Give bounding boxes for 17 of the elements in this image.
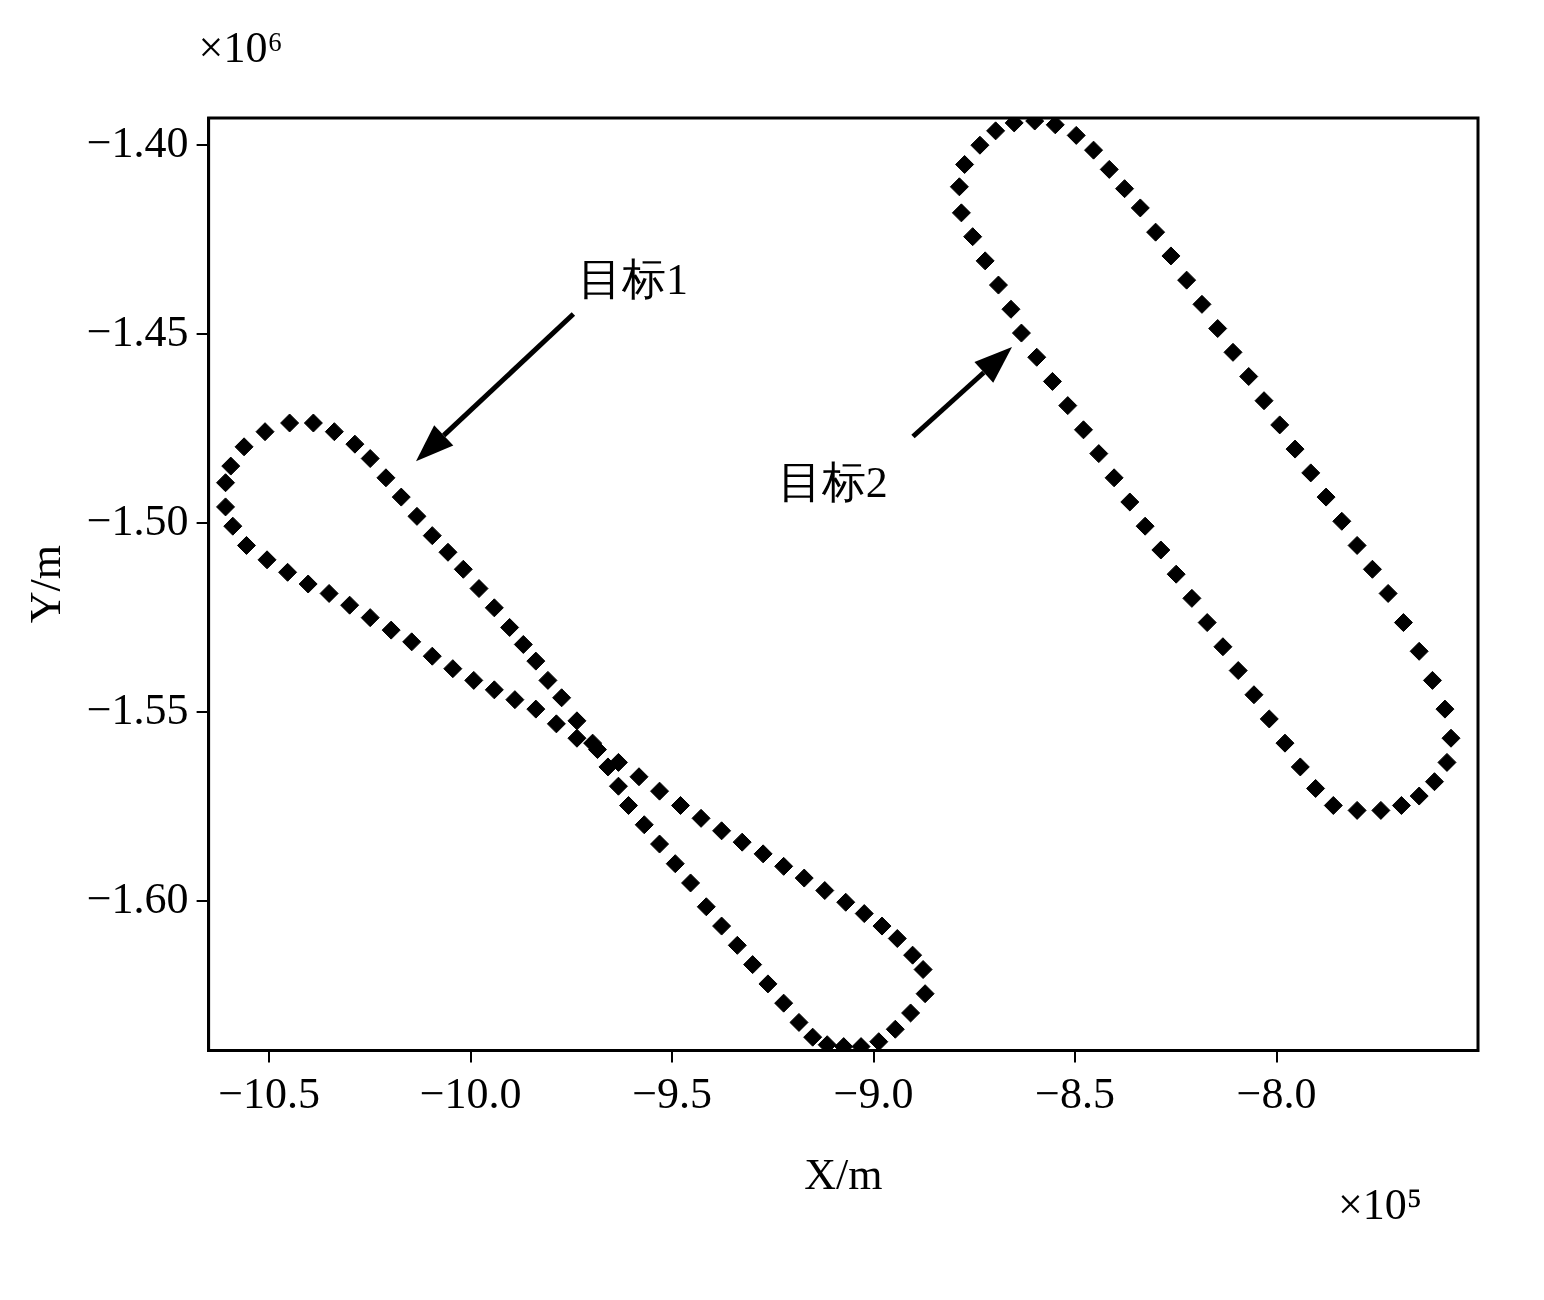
x-tick-label: −9.5	[632, 1069, 712, 1119]
annotation: 目标1	[578, 255, 688, 306]
x-tick-label: −8.0	[1236, 1069, 1317, 1119]
y-tick-label: −1.55	[86, 684, 189, 734]
x-tick-label: −9.0	[833, 1069, 914, 1119]
y-tick-label: −1.60	[86, 873, 189, 923]
annotation: 目标2	[777, 457, 888, 508]
x-tick-label: −10.0	[419, 1069, 522, 1119]
y-tick-label: −1.40	[86, 117, 189, 167]
x-tick-label: −10.5	[218, 1069, 320, 1119]
x-axis-title: X/m	[804, 1150, 883, 1200]
text: ×10⁵	[1338, 1180, 1423, 1231]
text: ×10⁶	[198, 23, 283, 73]
y-tick-label: −1.45	[86, 306, 189, 356]
y-tick-label: −1.50	[86, 495, 189, 545]
y-axis-title: Y/m	[20, 545, 70, 624]
x-tick-label: −8.5	[1035, 1069, 1115, 1119]
